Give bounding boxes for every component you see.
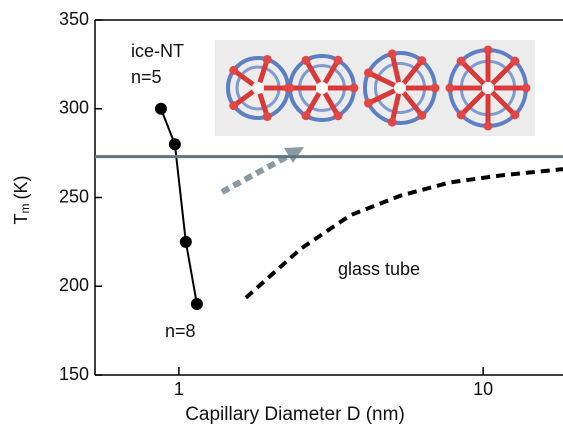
tube-atom [417,110,427,120]
nanotube-illustrations [215,40,535,136]
tube-spoke [367,70,396,88]
tube-spoke [401,59,424,85]
tube-core [483,83,493,93]
tube-spoke [367,88,396,106]
data-point [154,102,167,115]
tube-atom [229,65,239,75]
tube-spoke [389,93,402,123]
tube-atom [333,111,343,121]
tube-spoke [459,59,486,86]
y-tick-label: 250 [59,186,89,206]
data-point [179,235,192,248]
tube-spoke [490,90,517,117]
tube-atom [301,111,311,121]
tube-atom [333,55,343,65]
tube-atom [363,68,373,78]
tube-atom [349,83,359,93]
tube-spoke [401,91,424,117]
tube-atom [262,112,272,122]
y-tick-label: 350 [59,9,89,29]
series-label: ice-NT [131,41,184,61]
tube-spoke [459,90,486,117]
tube-spoke [389,53,402,83]
tube-atom [456,110,466,120]
tube-core [253,83,263,93]
tube-atom [301,55,311,65]
tube-spoke [490,59,517,86]
tube-atom [229,101,239,111]
data-point [190,298,203,310]
series-line [160,108,198,305]
x-axis-label: Capillary Diameter D (nm) [185,404,405,425]
annotation: n=5 [131,67,162,87]
y-tick-label: 200 [59,275,89,295]
tube-atom [387,49,397,59]
y-axis-label: Tm (K) [11,176,32,225]
tube-atom [285,83,295,93]
y-label-unit: (K) [11,176,31,200]
arrow-head [284,147,304,163]
x-tick-label: 1 [174,379,184,399]
y-label-sub: m [18,204,32,214]
tube-core [317,83,327,93]
y-label-main: T [11,214,31,225]
tube-atom [363,98,373,108]
tube-atom [456,56,466,66]
data-point [168,138,181,151]
arrow-shaft [220,151,294,195]
tube-atom [483,45,493,55]
annotation: n=8 [165,321,196,341]
tube-atom [510,56,520,66]
tube-atom [262,54,272,64]
tube-atom [521,83,531,93]
tube-atom [430,83,440,93]
y-tick-label: 300 [59,98,89,118]
x-tick-label: 10 [473,379,493,399]
series-label: glass tube [338,259,420,279]
series-line [244,167,563,300]
tube-core [395,83,405,93]
y-tick-label: 150 [59,364,89,384]
tube-atom [510,110,520,120]
tube-atom [417,56,427,66]
tube-atom [483,121,493,131]
tube-atom [445,83,455,93]
tube-atom [387,117,397,127]
